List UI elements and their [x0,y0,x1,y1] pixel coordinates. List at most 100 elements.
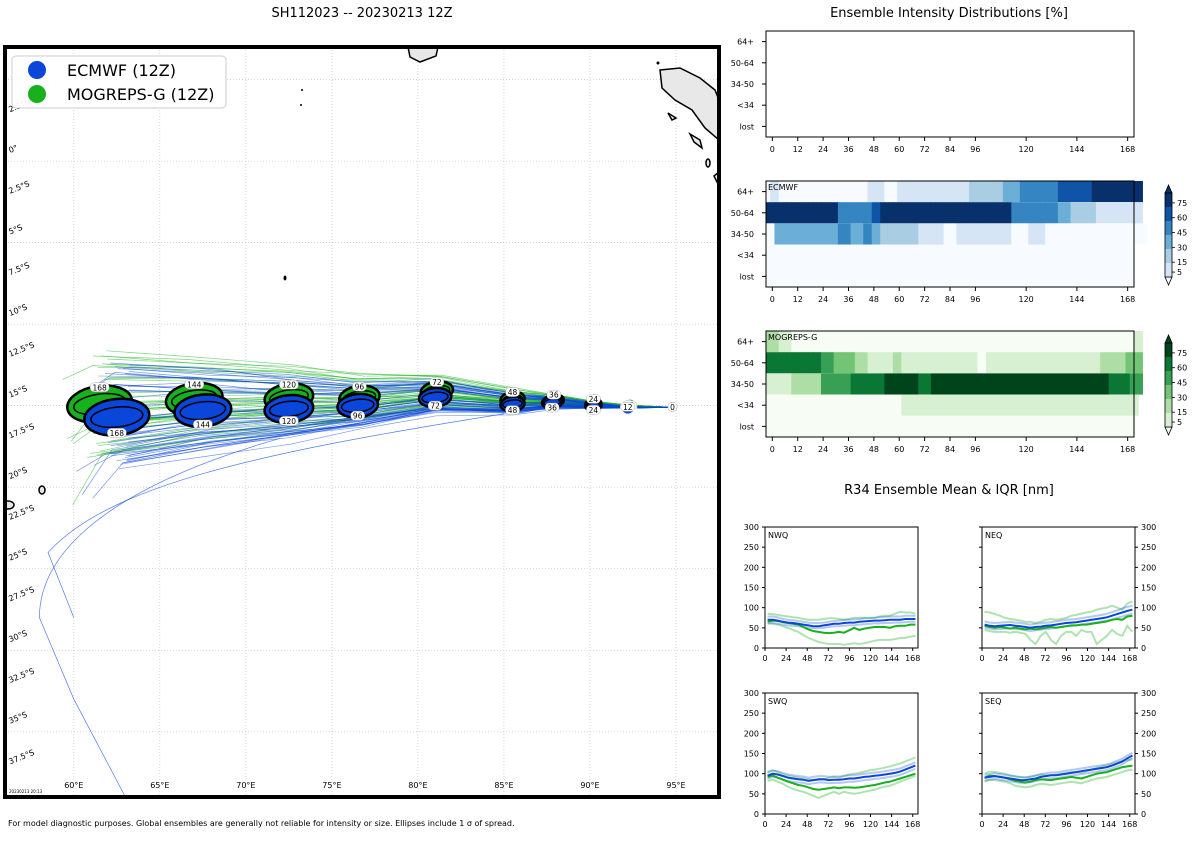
heatmap-cell [867,181,873,203]
ecmwf-tau-label-box [350,410,365,421]
ecmwf-member-track [129,387,673,408]
heatmap-cell [960,181,966,203]
heatmap-panel: 64+ 50-64 34-50 <34 lost 0 12 24 36 48 60 72 84 96 120… [731,180,1187,304]
heatmap-row-label: 34-50 [731,380,754,389]
heatmap-xtick-label: 36 [843,445,853,454]
heatmap-xtick-label: 96 [970,295,980,304]
heatmap-cell [778,331,784,353]
heatmap-cell [1032,394,1038,416]
land-island [407,47,439,63]
heatmap-cell [943,352,949,374]
heatmap-cell [816,394,822,416]
mogreps-tau-label: 24 [589,395,599,404]
heatmap-cell [859,181,864,203]
heatmap-cell [825,202,830,224]
heatmap-cell [1108,223,1114,245]
land-island [667,112,678,121]
heatmap-cell [867,331,873,353]
heatmap-cell [774,181,780,203]
heatmap-cell [804,373,809,395]
heatmap-cell [859,394,864,416]
heatmap-cell [1091,331,1097,353]
heatmap-cell [930,202,936,224]
heatmap-cell [774,373,780,395]
heatmap-cell [926,331,932,353]
heatmap-cell [918,394,924,416]
heatmap-cell [1019,352,1025,374]
ecmwf-mean-line [767,618,916,628]
heatmap-cell [1024,223,1029,245]
heatmap-cell [888,223,894,245]
heatmap-cell [1091,352,1097,374]
ecmwf-mean-line [984,608,1133,629]
heatmap-cell [816,223,822,245]
heatmap-cell [1091,373,1097,395]
heatmap-cell [1028,373,1033,395]
heatmap-cell [952,373,957,395]
heatmap-cell [1083,223,1088,245]
heatmap-cell [859,352,864,374]
heatmap-panel: 64+ 50-64 34-50 <34 lost 0 12 24 36 48 60 72 84 96 120… [731,30,1135,154]
heatmap-cell [1040,331,1046,353]
heatmap-xtick-label: 144 [1069,295,1084,304]
heatmap-cell [930,373,936,395]
heatmap-cell [842,373,847,395]
heatmap-cell [952,223,957,245]
heatmap-xtick-label: 144 [1069,445,1084,454]
heatmap-cell [947,373,953,395]
map-legend: ECMWF (12Z) MOGREPS-G (12Z) [11,55,227,109]
heatmap-cell [1011,352,1017,374]
r34-xtick-label: 144 [1101,820,1116,829]
heatmap-cell [901,373,907,395]
heatmap-cell [766,331,771,353]
heatmap-cell [820,223,826,245]
heatmap-cell [1095,352,1101,374]
heatmap-cell [1083,394,1088,416]
heatmap-cell [935,202,940,224]
heatmap-cell [994,223,1000,245]
heatmap-cell [1024,394,1029,416]
ecmwf-ellipse-inner [179,400,227,421]
heatmap-cell [1015,394,1021,416]
r34-ytick-label: 100 [1141,770,1156,779]
heatmap-cell [1112,373,1118,395]
heatmap-cell [1007,181,1012,203]
heatmap-cell [782,373,788,395]
heatmap-cell [1083,373,1088,395]
heatmap-xtick-label: 60 [894,445,904,454]
heatmap-cell [778,202,784,224]
heatmap-cell [770,394,775,416]
heatmap-cell [901,352,907,374]
heatmap-row-label: 64+ [737,188,754,197]
heatmap-cell [969,352,974,374]
heatmap-cell [791,394,797,416]
heatmap-cell [829,223,835,245]
heatmap-panel: 64+ 50-64 34-50 <34 lost 0 12 24 36 48 60 72 84 96 120… [731,330,1187,454]
heatmap-cell [1117,223,1122,245]
heatmap-cell [1112,331,1118,353]
heatmap-cell [1079,352,1084,374]
heatmap-xtick-label: 0 [770,145,775,154]
heatmap-cell [829,331,835,353]
r34-xtick-label: 120 [1080,820,1095,829]
mogreps-q3-line [767,756,916,782]
heatmap-cell [808,331,814,353]
heatmap-cell [969,331,974,353]
r34-ytick-label: 100 [744,770,759,779]
heatmap-cell [1125,373,1131,395]
heatmap-xtick-label: 120 [1018,145,1033,154]
ecmwf-q3-line [767,614,916,624]
ecmwf-member-track [117,399,673,420]
heatmap-cell [1104,181,1110,203]
heatmap-cell [905,331,911,353]
heatmap-row-label: 34-50 [731,80,754,89]
heatmap-cell [833,331,839,353]
heatmap-cell [969,394,974,416]
heatmap-cell [918,181,924,203]
heatmap-cell [1121,181,1127,203]
map-stamp: 20230213 20:13 [9,789,43,794]
heatmap-cell [914,181,919,203]
ecmwf-q1-line [767,620,916,630]
heatmap-cell [1079,394,1084,416]
heatmap-cell [964,223,970,245]
